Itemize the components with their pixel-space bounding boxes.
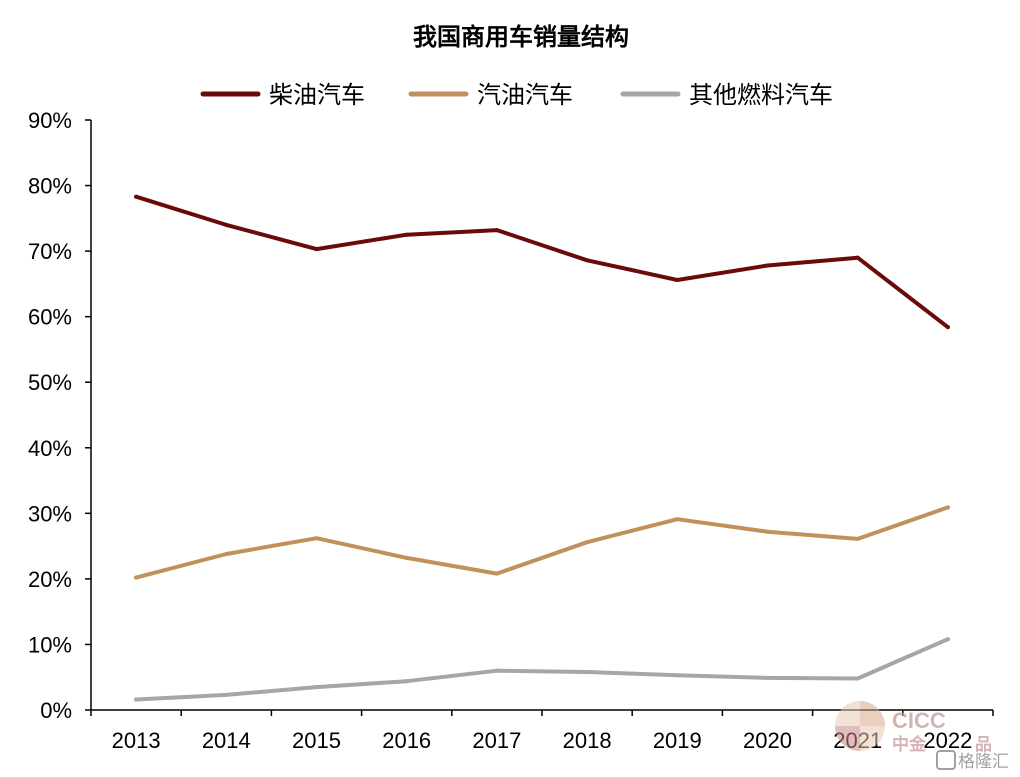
data-point — [134, 194, 139, 199]
data-point — [585, 540, 590, 545]
legend: 柴油汽车 汽油汽车 其他燃料汽车 — [200, 81, 833, 109]
data-point — [224, 222, 229, 227]
data-point — [314, 685, 319, 690]
cicc-name-text: 中金 — [892, 734, 927, 755]
chart-title: 我国商用车销量结构 — [413, 23, 629, 51]
data-point — [675, 277, 680, 282]
data-point — [585, 258, 590, 263]
series-line-3 — [134, 637, 950, 702]
x-tick-label: 2022 — [923, 728, 972, 753]
data-point — [945, 505, 950, 510]
data-point — [314, 247, 319, 252]
data-point — [314, 536, 319, 541]
data-point — [404, 555, 409, 560]
y-tick-label: 80% — [28, 174, 72, 199]
data-point — [494, 668, 499, 673]
data-point — [765, 263, 770, 268]
data-point — [494, 571, 499, 576]
x-tick-label: 2019 — [653, 728, 702, 753]
data-point — [224, 551, 229, 556]
data-point — [224, 692, 229, 697]
data-point — [404, 679, 409, 684]
y-tick-label: 90% — [28, 108, 72, 133]
series-layer — [134, 194, 950, 702]
y-tick-label: 40% — [28, 436, 72, 461]
axes: 0% 10% 20% 30% 40% 50% 60% 70% 80% 90% 2013 2014 201… — [28, 108, 994, 753]
gelonghui-watermark: 格隆汇 — [936, 750, 1009, 772]
cicc-suffix-text: 品 — [975, 735, 992, 755]
y-tick-label: 60% — [28, 305, 72, 330]
cicc-logo-text: CICC — [892, 708, 946, 733]
y-tick-label: 50% — [28, 370, 72, 395]
gelonghui-text: 格隆汇 — [958, 752, 1009, 772]
data-point — [675, 517, 680, 522]
data-point — [945, 325, 950, 330]
data-point — [404, 232, 409, 237]
data-point — [494, 228, 499, 233]
legend-label: 汽油汽车 — [477, 81, 573, 109]
data-point — [585, 669, 590, 674]
x-tick-label: 2020 — [743, 728, 792, 753]
y-tick-label: 0% — [40, 698, 72, 723]
gelonghui-logo-icon — [936, 750, 956, 770]
data-point — [855, 536, 860, 541]
data-point — [675, 673, 680, 678]
y-tick-label: 30% — [28, 501, 72, 526]
data-point — [134, 575, 139, 580]
data-point — [134, 697, 139, 702]
x-tick-label: 2017 — [472, 728, 521, 753]
data-point — [855, 676, 860, 681]
y-tick-label: 10% — [28, 632, 72, 657]
legend-label: 柴油汽车 — [269, 81, 365, 109]
cicc-logo-icon — [835, 701, 885, 751]
data-point — [855, 255, 860, 260]
series-line-1 — [134, 194, 950, 330]
legend-label: 其他燃料汽车 — [689, 81, 833, 109]
x-tick-label: 2018 — [563, 728, 612, 753]
x-tick-label: 2016 — [382, 728, 431, 753]
y-tick-label: 70% — [28, 239, 72, 264]
cicc-watermark: CICC 中金 品 — [835, 701, 992, 755]
x-tick-label: 2013 — [112, 728, 161, 753]
x-tick-label: 2015 — [292, 728, 341, 753]
data-point — [765, 529, 770, 534]
data-point — [945, 637, 950, 642]
y-tick-label: 20% — [28, 567, 72, 592]
x-tick-label: 2014 — [202, 728, 251, 753]
data-point — [765, 675, 770, 680]
series-line-2 — [134, 505, 950, 580]
